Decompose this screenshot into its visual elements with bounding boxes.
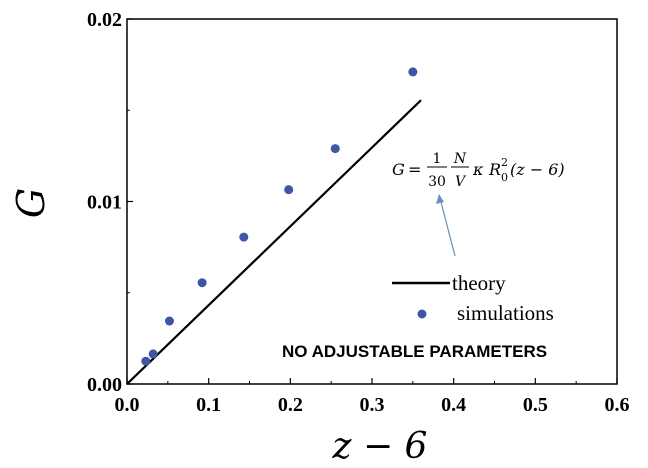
simulation-point [148, 349, 158, 359]
equation-tail: (z − 6) [510, 160, 565, 179]
equation-equals: = [408, 160, 421, 179]
legend-simulations-swatch [417, 309, 427, 319]
equation-r-superscript: 2 [501, 156, 508, 169]
theory-line [126, 99, 422, 385]
y-axis-ticks: 0.00 0.01 0.02 [87, 9, 133, 396]
equation-r: R [488, 160, 501, 179]
y-axis-title: G [9, 188, 53, 218]
simulation-point [284, 185, 294, 195]
x-tick-label: 0.2 [278, 394, 303, 416]
x-axis-ticks: 0.0 0.1 0.2 0.3 0.4 0.5 0.6 [115, 378, 630, 416]
y-tick-label: 0.02 [87, 9, 122, 31]
fraction-2-denominator: V [455, 174, 467, 190]
annotation-arrow [436, 194, 456, 257]
y-tick-label: 0.01 [87, 192, 122, 214]
equation-r-subscript: 0 [501, 171, 508, 184]
simulation-point [239, 232, 249, 242]
legend: theory simulations [392, 271, 554, 325]
x-tick-label: 0.3 [360, 394, 385, 416]
fraction-2-numerator: N [453, 151, 467, 167]
simulation-point [141, 356, 151, 366]
fraction-1-denominator: 30 [428, 174, 446, 190]
x-tick-label: 0.4 [441, 394, 466, 416]
x-tick-label: 0.5 [523, 394, 548, 416]
x-tick-label: 0.0 [115, 394, 140, 416]
simulation-point [164, 316, 174, 326]
plot-frame [126, 18, 618, 385]
series-layer [126, 67, 422, 385]
y-tick-label: 0.00 [87, 374, 122, 396]
x-axis-title: z − 6 [332, 426, 428, 467]
no-adjustable-parameters-note: NO ADJUSTABLE PARAMETERS [282, 342, 547, 361]
x-tick-label: 0.6 [605, 394, 630, 416]
equation-kappa: κ [472, 160, 484, 179]
simulation-point [197, 278, 207, 288]
legend-simulations-label: simulations [457, 301, 554, 325]
equation-annotation: G = 1 30 N V κ R 2 0 (z − 6) [392, 151, 565, 190]
simulation-point [330, 144, 340, 154]
legend-theory-label: theory [452, 271, 506, 295]
fraction-1-numerator: 1 [433, 151, 442, 167]
equation-lhs: G [392, 160, 405, 179]
x-tick-label: 0.1 [196, 394, 221, 416]
plot-area-border [126, 18, 618, 385]
simulation-point [408, 67, 418, 77]
